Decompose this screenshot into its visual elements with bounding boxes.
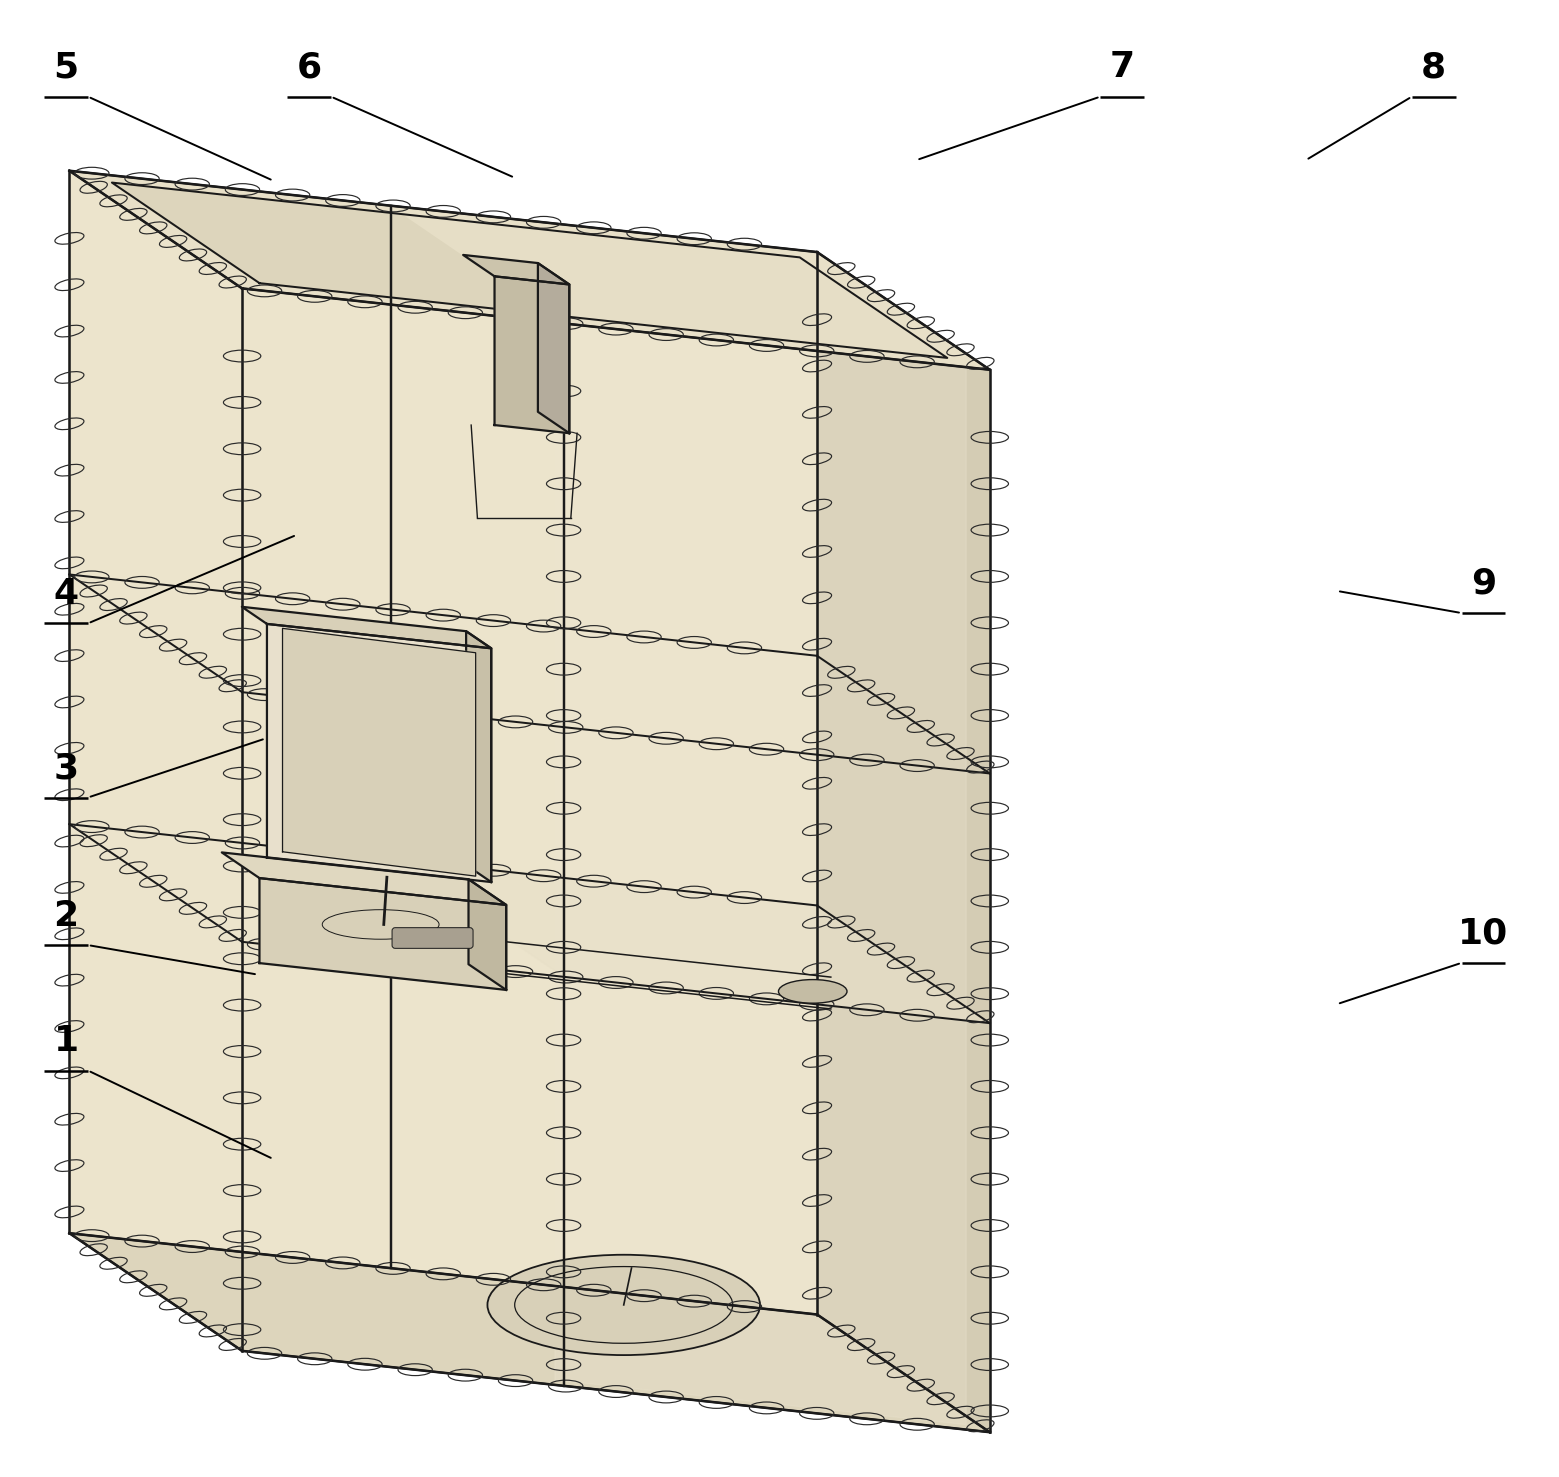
Polygon shape [538,263,569,433]
Polygon shape [267,623,491,882]
Polygon shape [242,607,491,648]
Text: 8: 8 [1422,50,1447,84]
Polygon shape [70,1233,990,1433]
Polygon shape [817,253,990,1433]
Ellipse shape [307,904,455,945]
Polygon shape [282,628,475,876]
Text: 7: 7 [1110,50,1135,84]
Text: 3: 3 [53,750,78,784]
Polygon shape [70,171,990,369]
Ellipse shape [265,923,343,950]
Text: 5: 5 [53,50,78,84]
Text: 9: 9 [1470,567,1497,601]
FancyBboxPatch shape [391,928,472,948]
Text: 6: 6 [296,50,321,84]
Polygon shape [391,860,990,1024]
Ellipse shape [488,1255,761,1354]
Ellipse shape [778,979,847,1003]
Text: 1: 1 [53,1024,78,1058]
Polygon shape [494,276,569,433]
Text: 2: 2 [53,898,78,932]
Polygon shape [469,879,507,990]
Polygon shape [70,171,817,1315]
Polygon shape [259,879,507,990]
Polygon shape [221,852,507,905]
Polygon shape [466,631,491,882]
Polygon shape [112,183,550,315]
Text: 4: 4 [53,578,78,611]
Polygon shape [112,183,948,357]
Polygon shape [463,256,569,285]
Text: 10: 10 [1458,916,1509,950]
Polygon shape [404,214,948,357]
Polygon shape [555,318,967,1425]
